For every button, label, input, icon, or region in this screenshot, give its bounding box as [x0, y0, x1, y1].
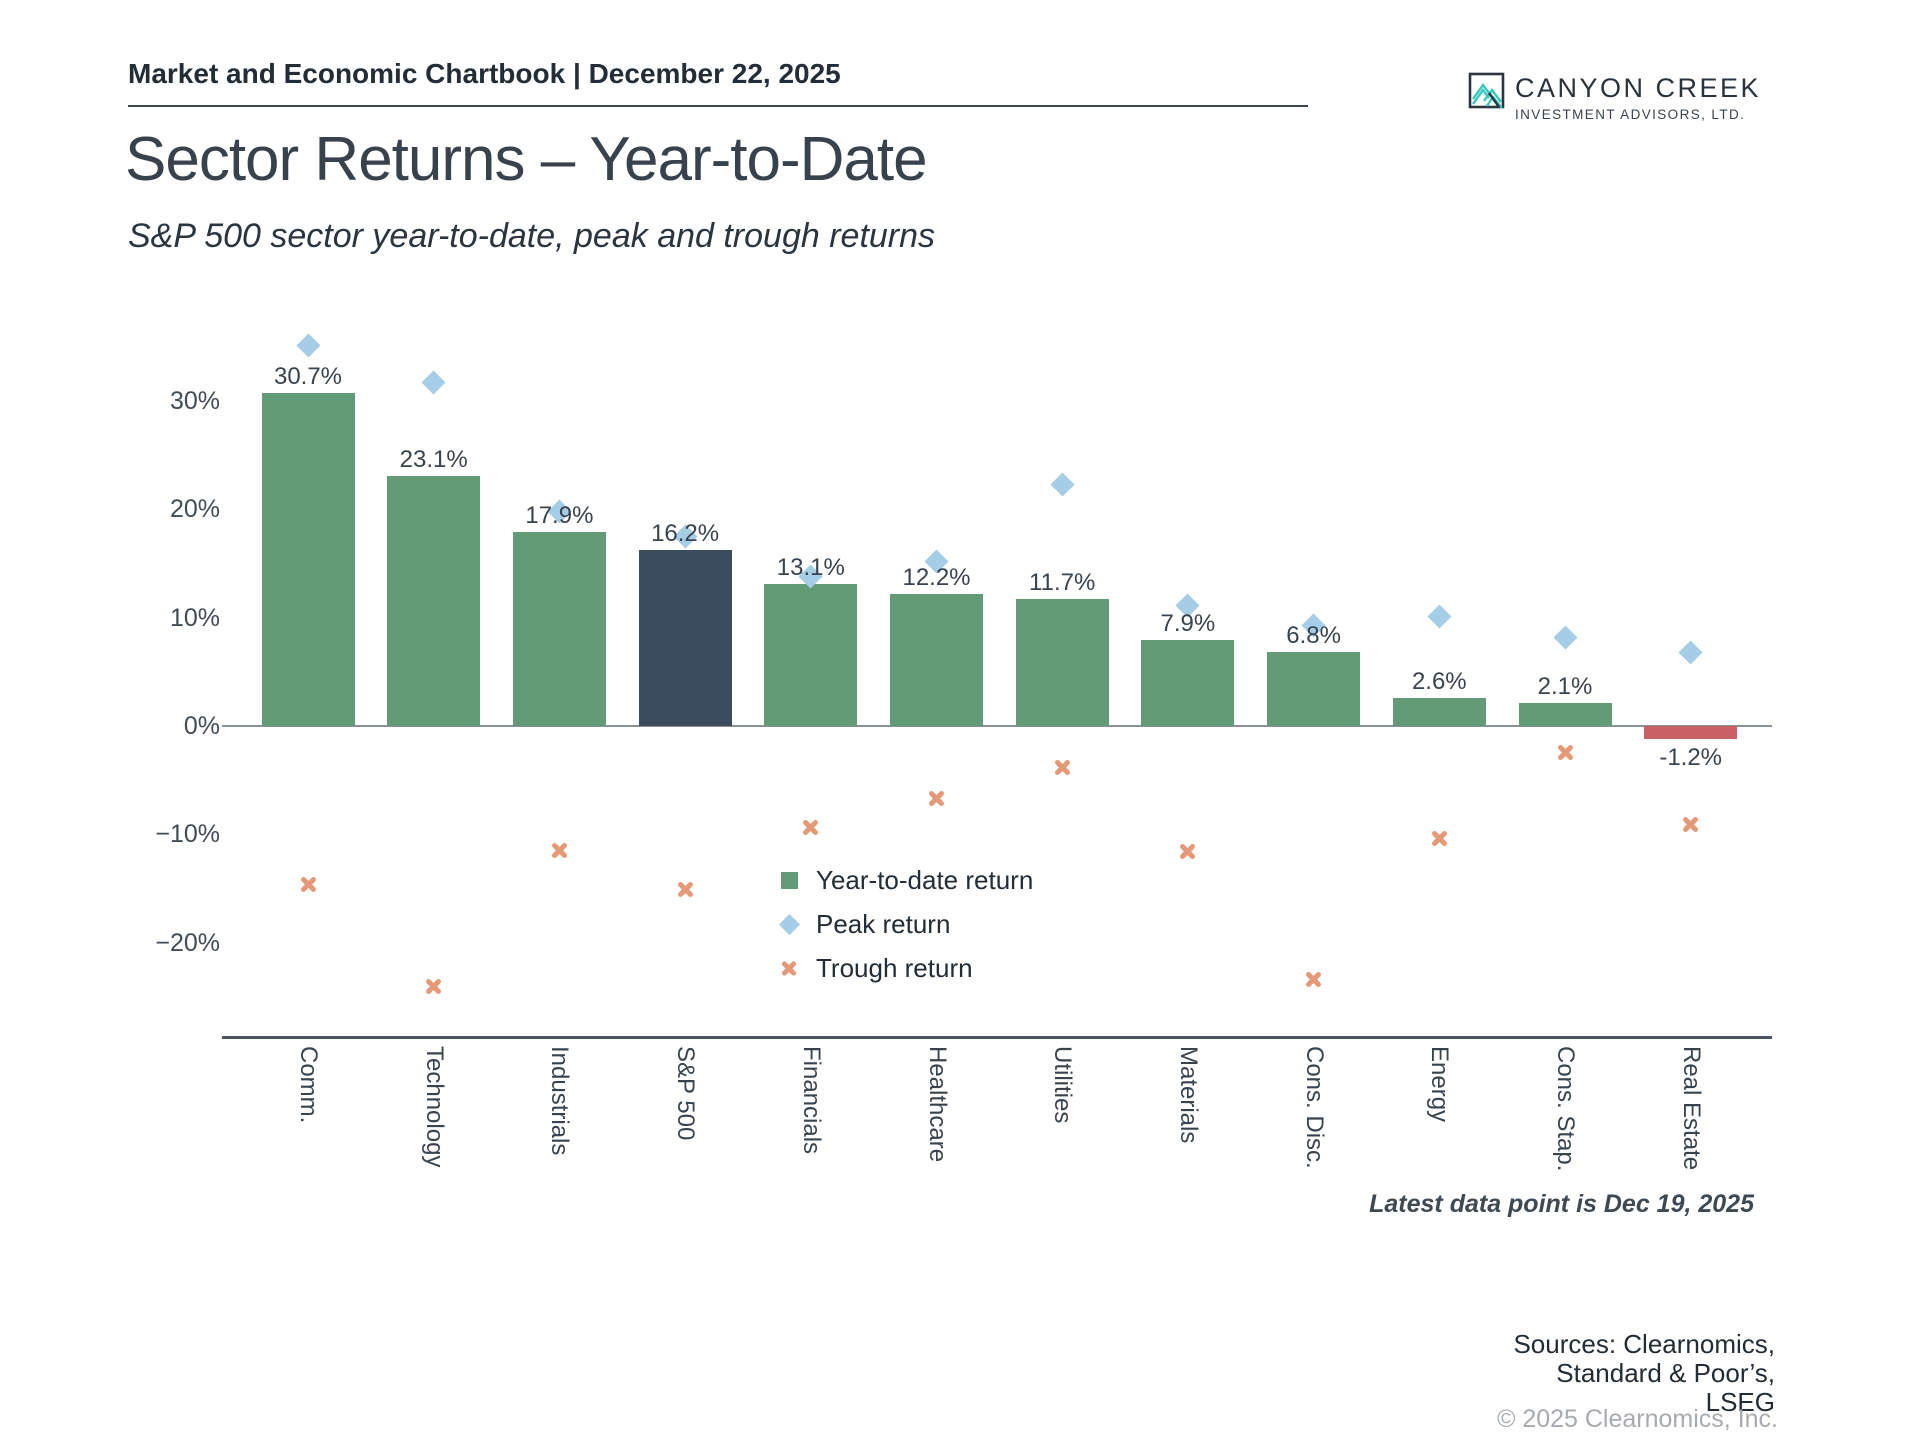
category-label: Real Estate	[1677, 1046, 1705, 1171]
x-axis-line	[222, 1036, 1772, 1039]
bar-value-label: 2.1%	[1537, 673, 1593, 701]
page-title: Sector Returns – Year-to-Date	[125, 125, 928, 194]
trough-marker	[927, 789, 946, 808]
zero-baseline	[222, 725, 1772, 727]
bar-value-label: 7.9%	[1160, 610, 1216, 638]
legend-label: Trough return	[816, 952, 973, 983]
peak-marker	[295, 333, 321, 358]
y-axis-tick-label: 20%	[169, 495, 220, 524]
trough-marker	[1053, 758, 1072, 777]
ytd-bar	[1267, 652, 1361, 726]
category-label: Industrials	[546, 1046, 574, 1156]
peak-marker	[1050, 472, 1075, 497]
ytd-bar	[1518, 703, 1612, 726]
category-label: Healthcare	[923, 1046, 951, 1163]
ytd-bar	[1141, 640, 1235, 726]
category-label: S&P 500	[672, 1046, 700, 1141]
legend-item-peak: Peak return	[778, 902, 1033, 946]
legend-item-ytd: Year-to-date return	[780, 858, 1033, 902]
legend-label: Year-to-date return	[816, 864, 1034, 895]
trough-marker	[550, 841, 569, 860]
legend-label: Peak return	[816, 908, 951, 939]
bar-value-label: 11.7%	[1029, 569, 1096, 597]
bar-value-label: 16.2%	[651, 520, 720, 548]
category-label: Technology	[420, 1046, 448, 1168]
peak-marker	[421, 370, 446, 395]
y-axis-tick-label: 0%	[183, 712, 220, 740]
trough-marker	[1556, 743, 1575, 762]
ytd-bar	[890, 593, 983, 726]
logo-subtitle: INVESTMENT ADVISORS, LTD.	[1515, 107, 1746, 122]
trough-marker	[676, 880, 695, 899]
copyright-note: © 2025 Clearnomics, Inc.	[1496, 1405, 1778, 1433]
ytd-bar	[512, 531, 606, 726]
bar-value-label: 17.9%	[525, 501, 594, 529]
ytd-bar	[387, 475, 481, 726]
sources-note: Sources: Clearnomics, Standard & Poor’s,…	[1513, 1330, 1775, 1417]
trough-marker	[424, 977, 443, 996]
ytd-swatch-icon	[781, 871, 798, 889]
trough-x-icon	[780, 959, 798, 977]
legend-item-trough: Trough return	[780, 946, 1033, 990]
latest-data-note: Latest data point is Dec 19, 2025	[1369, 1190, 1754, 1218]
peak-diamond-icon	[778, 913, 801, 935]
y-axis-tick-label: 10%	[169, 603, 220, 632]
ytd-bar	[261, 393, 355, 726]
page-subtitle: S&P 500 sector year-to-date, peak and tr…	[128, 217, 936, 255]
logo: CANYON CREEK INVESTMENT ADVISORS, LTD.	[1468, 72, 1761, 122]
peak-marker	[1427, 604, 1452, 629]
logo-name: CANYON CREEK	[1515, 73, 1762, 103]
ytd-bar	[1392, 697, 1486, 726]
y-axis-tick-label: 30%	[169, 386, 220, 415]
y-axis-tick-label: −10%	[155, 820, 220, 849]
bar-value-label: -1.2%	[1659, 744, 1723, 771]
ytd-bar	[1015, 599, 1109, 726]
category-label: Comm.	[295, 1046, 322, 1124]
ytd-bar	[764, 583, 858, 726]
trough-marker	[1178, 842, 1197, 861]
category-label: Materials	[1174, 1046, 1202, 1144]
report-header: Market and Economic Chartbook | December…	[128, 58, 841, 89]
category-label: Cons. Stap.	[1552, 1046, 1579, 1172]
bar-value-label: 12.2%	[902, 563, 971, 591]
category-label: Utilities	[1049, 1046, 1077, 1124]
trough-marker	[1304, 970, 1323, 989]
category-label: Energy	[1426, 1046, 1454, 1123]
sources-line: Standard & Poor’s,	[1556, 1358, 1775, 1388]
header-rule	[128, 105, 1308, 107]
trough-marker	[1430, 829, 1449, 848]
bar-value-label: 30.7%	[273, 363, 343, 391]
category-label: Cons. Disc.	[1300, 1046, 1328, 1169]
bar-value-label: 13.1%	[776, 553, 845, 581]
peak-marker	[1552, 625, 1578, 650]
category-label: Financials	[797, 1046, 825, 1155]
bar-value-label: 6.8%	[1286, 622, 1341, 650]
mountain-logo-icon	[1468, 72, 1508, 117]
bar-value-label: 2.6%	[1411, 667, 1467, 695]
trough-marker	[801, 818, 820, 837]
trough-marker	[299, 875, 318, 894]
ytd-bar	[638, 550, 732, 726]
bar-value-label: 23.1%	[399, 445, 468, 473]
chart-legend: Year-to-date return Peak return Trough r…	[778, 858, 1033, 990]
trough-marker	[1681, 815, 1700, 834]
peak-marker	[1678, 640, 1703, 665]
sources-line: Sources: Clearnomics,	[1513, 1329, 1775, 1359]
sources-line: LSEG	[1705, 1387, 1775, 1417]
y-axis-tick-label: −20%	[155, 928, 220, 957]
ytd-bar	[1644, 726, 1738, 739]
